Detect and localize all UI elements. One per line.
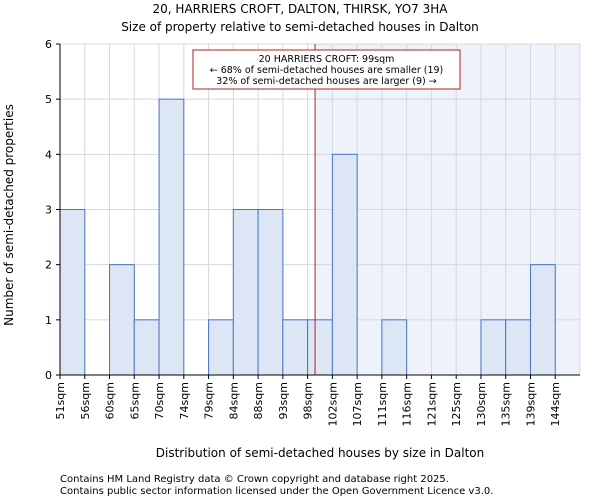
annotation-line2: ← 68% of semi-detached houses are smalle… bbox=[210, 65, 444, 76]
x-tick-label: 65sqm bbox=[128, 382, 141, 419]
x-tick-label: 125sqm bbox=[450, 382, 463, 426]
bar bbox=[109, 264, 135, 376]
x-tick-label: 56sqm bbox=[79, 382, 92, 419]
x-tick-label: 60sqm bbox=[104, 382, 117, 419]
annotation-line1: 20 HARRIERS CROFT: 99sqm bbox=[259, 54, 395, 65]
y-tick-label: 0 bbox=[45, 369, 52, 382]
y-tick-label: 3 bbox=[45, 204, 52, 217]
footer-copyright: Contains HM Land Registry data © Crown c… bbox=[60, 474, 449, 485]
bar bbox=[307, 319, 333, 376]
annotation-line3: 32% of semi-detached houses are larger (… bbox=[216, 76, 436, 87]
bar bbox=[133, 319, 160, 376]
plot-area: 0 1 2 3 4 5 6 51sqm 56sqm 60sqm 65sqm 70sqm 74sqm 79s… bbox=[45, 38, 581, 426]
x-tick-label: 121sqm bbox=[425, 382, 438, 426]
x-tick-label: 51sqm bbox=[54, 382, 67, 419]
y-tick-label: 4 bbox=[45, 148, 52, 161]
bar bbox=[331, 153, 358, 376]
x-tick-label: 93sqm bbox=[277, 382, 290, 419]
bar bbox=[480, 319, 507, 376]
y-tick-label: 6 bbox=[45, 38, 52, 51]
y-axis-label: Number of semi-detached properties bbox=[2, 104, 16, 326]
bar bbox=[208, 319, 234, 376]
x-tick-label: 70sqm bbox=[153, 382, 166, 419]
bar bbox=[282, 319, 309, 376]
annotation-box bbox=[192, 49, 461, 90]
y-tick-label: 2 bbox=[45, 259, 52, 272]
bar bbox=[505, 319, 531, 376]
x-tick-label: 84sqm bbox=[227, 382, 240, 419]
y-tick-label: 5 bbox=[45, 93, 52, 106]
bar bbox=[158, 98, 185, 376]
bar bbox=[529, 264, 556, 376]
x-tick-label: 139sqm bbox=[524, 382, 537, 426]
x-tick-label: 144sqm bbox=[549, 382, 562, 426]
x-tick-label: 74sqm bbox=[178, 382, 191, 419]
footer-licence: Contains public sector information licen… bbox=[60, 486, 493, 497]
chart-subtitle: Size of property relative to semi-detach… bbox=[121, 20, 479, 34]
x-axis-label: Distribution of semi-detached houses by … bbox=[156, 446, 484, 460]
x-tick-label: 135sqm bbox=[500, 382, 513, 426]
bar bbox=[257, 209, 284, 376]
x-tick-label: 111sqm bbox=[376, 382, 389, 426]
x-tick-label: 102sqm bbox=[326, 382, 339, 426]
x-tick-label: 107sqm bbox=[351, 382, 364, 426]
bar bbox=[232, 209, 259, 376]
chart-title: 20, HARRIERS CROFT, DALTON, THIRSK, YO7 … bbox=[153, 2, 449, 16]
x-tick-label: 98sqm bbox=[302, 382, 315, 419]
x-tick-label: 79sqm bbox=[203, 382, 216, 419]
x-tick-label: 116sqm bbox=[401, 382, 414, 426]
x-tick-label: 130sqm bbox=[475, 382, 488, 426]
y-tick-label: 1 bbox=[45, 314, 52, 327]
x-tick-label: 88sqm bbox=[252, 382, 265, 419]
bar bbox=[59, 209, 86, 376]
bar bbox=[381, 319, 408, 376]
